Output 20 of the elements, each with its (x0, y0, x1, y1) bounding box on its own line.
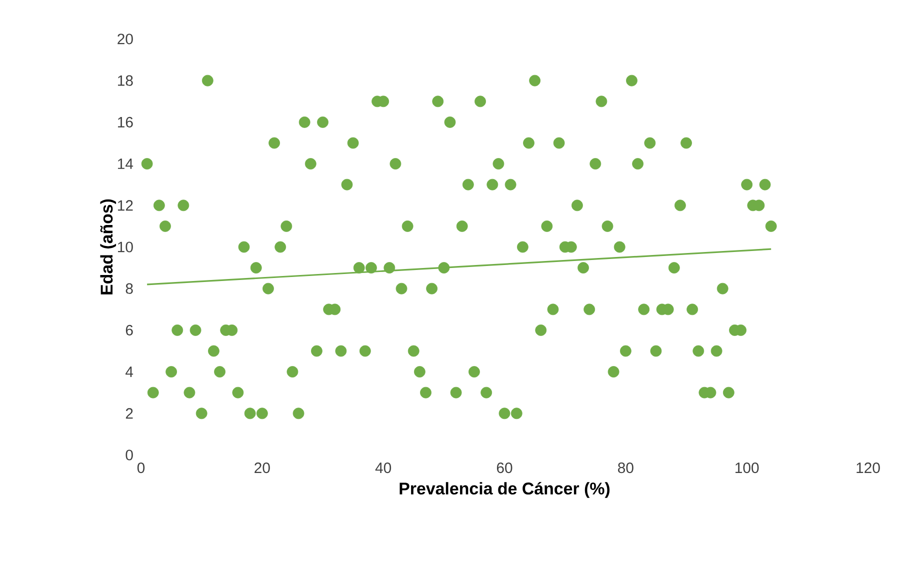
x-tick-label: 80 (618, 462, 634, 474)
y-tick-label: 12 (118, 200, 133, 211)
y-tick-label: 20 (118, 34, 133, 44)
x-tick-label: 60 (496, 462, 512, 474)
x-tick-label: 120 (856, 462, 880, 474)
y-tick-label: 4 (126, 366, 134, 377)
x-tick-label: 0 (137, 462, 145, 474)
x-tick-label: 20 (254, 462, 270, 474)
y-tick-label: 8 (126, 283, 133, 294)
x-tick-label: 40 (375, 462, 392, 474)
y-tick-label: 0 (126, 450, 133, 460)
y-axis-title: Edad (años) (100, 199, 116, 294)
x-tick-label: 100 (736, 462, 759, 474)
y-tick-label: 16 (118, 116, 133, 128)
y-tick-label: 18 (118, 75, 133, 86)
y-tick-label: 10 (118, 242, 133, 252)
y-tick-label: 2 (126, 408, 133, 419)
x-axis-title: Prevalencia de Cáncer (%) (400, 482, 610, 498)
y-tick-label: 6 (126, 324, 133, 336)
y-tick-label: 14 (118, 158, 134, 169)
